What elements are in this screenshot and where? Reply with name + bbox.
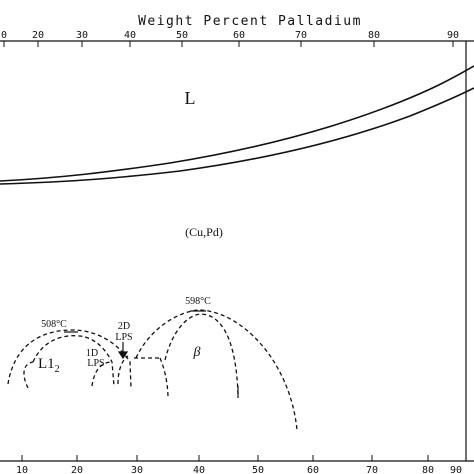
1d-lps-boundary bbox=[91, 361, 113, 387]
bottom-tick-label-20: 20 bbox=[71, 465, 83, 474]
top-axis-title: Weight Percent Palladium bbox=[138, 14, 362, 29]
ordered-phase-boundaries bbox=[7, 309, 298, 431]
top-tick-label-0: 0 bbox=[1, 30, 7, 41]
bottom-axis-tick-labels: 10 20 30 40 50 60 70 80 90 bbox=[16, 465, 462, 474]
top-tick-label-40: 40 bbox=[124, 30, 136, 41]
liquidus-curve bbox=[0, 65, 474, 182]
l12-left-inner bbox=[23, 361, 34, 389]
plot-frame bbox=[0, 40, 474, 462]
top-axis-ticks bbox=[3, 41, 454, 47]
phase-label-liquid: L bbox=[185, 88, 196, 108]
top-tick-label-70: 70 bbox=[295, 30, 307, 41]
2d-lps-boundary bbox=[117, 355, 129, 385]
phase-label-beta: β bbox=[193, 345, 201, 360]
bottom-tick-label-80: 80 bbox=[422, 465, 434, 474]
bottom-tick-label-10: 10 bbox=[16, 465, 28, 474]
beta-outer-dome bbox=[135, 309, 298, 431]
label-2d: 2D bbox=[118, 321, 130, 332]
bottom-axis-ticks bbox=[21, 455, 429, 461]
bottom-tick-label-30: 30 bbox=[131, 465, 143, 474]
lps-arrow-head bbox=[117, 351, 129, 360]
bottom-tick-label-70: 70 bbox=[366, 465, 378, 474]
top-tick-label-90: 90 bbox=[447, 30, 459, 41]
top-axis-tick-labels: 0 20 30 40 50 60 70 80 90 bbox=[1, 30, 459, 41]
phase-label-solid-solution: (Cu,Pd) bbox=[185, 225, 223, 239]
lps-labels: 1D LPS 2D LPS bbox=[86, 321, 133, 369]
beta-inner-dome bbox=[164, 313, 239, 395]
bottom-tick-label-90: 90 bbox=[450, 465, 462, 474]
phase-label-l12-sub: 2 bbox=[55, 364, 60, 375]
label-1d: 1D bbox=[86, 348, 98, 359]
top-tick-label-60: 60 bbox=[233, 30, 245, 41]
top-tick-label-80: 80 bbox=[368, 30, 380, 41]
phase-label-l12-main: L1 bbox=[38, 356, 55, 372]
bottom-tick-label-60: 60 bbox=[307, 465, 319, 474]
bottom-tick-label-40: 40 bbox=[193, 465, 205, 474]
l12-outer-dome bbox=[7, 329, 132, 389]
label-1d-lps: LPS bbox=[87, 358, 104, 369]
label-598c: 598°C bbox=[185, 296, 211, 307]
beta-left-branch bbox=[159, 357, 169, 399]
top-tick-label-20: 20 bbox=[32, 30, 44, 41]
l12-inner-dome bbox=[32, 335, 115, 387]
label-508c: 508°C bbox=[41, 319, 67, 330]
label-2d-lps: LPS bbox=[115, 332, 132, 343]
bottom-tick-label-50: 50 bbox=[252, 465, 264, 474]
phase-label-l12: L12 bbox=[38, 356, 60, 375]
liquidus-solidus bbox=[0, 65, 474, 185]
temperature-labels: 508°C 598°C bbox=[41, 296, 211, 330]
top-tick-label-50: 50 bbox=[176, 30, 188, 41]
solidus-curve bbox=[0, 87, 474, 185]
invariant-markers bbox=[64, 310, 239, 398]
top-tick-label-30: 30 bbox=[76, 30, 88, 41]
